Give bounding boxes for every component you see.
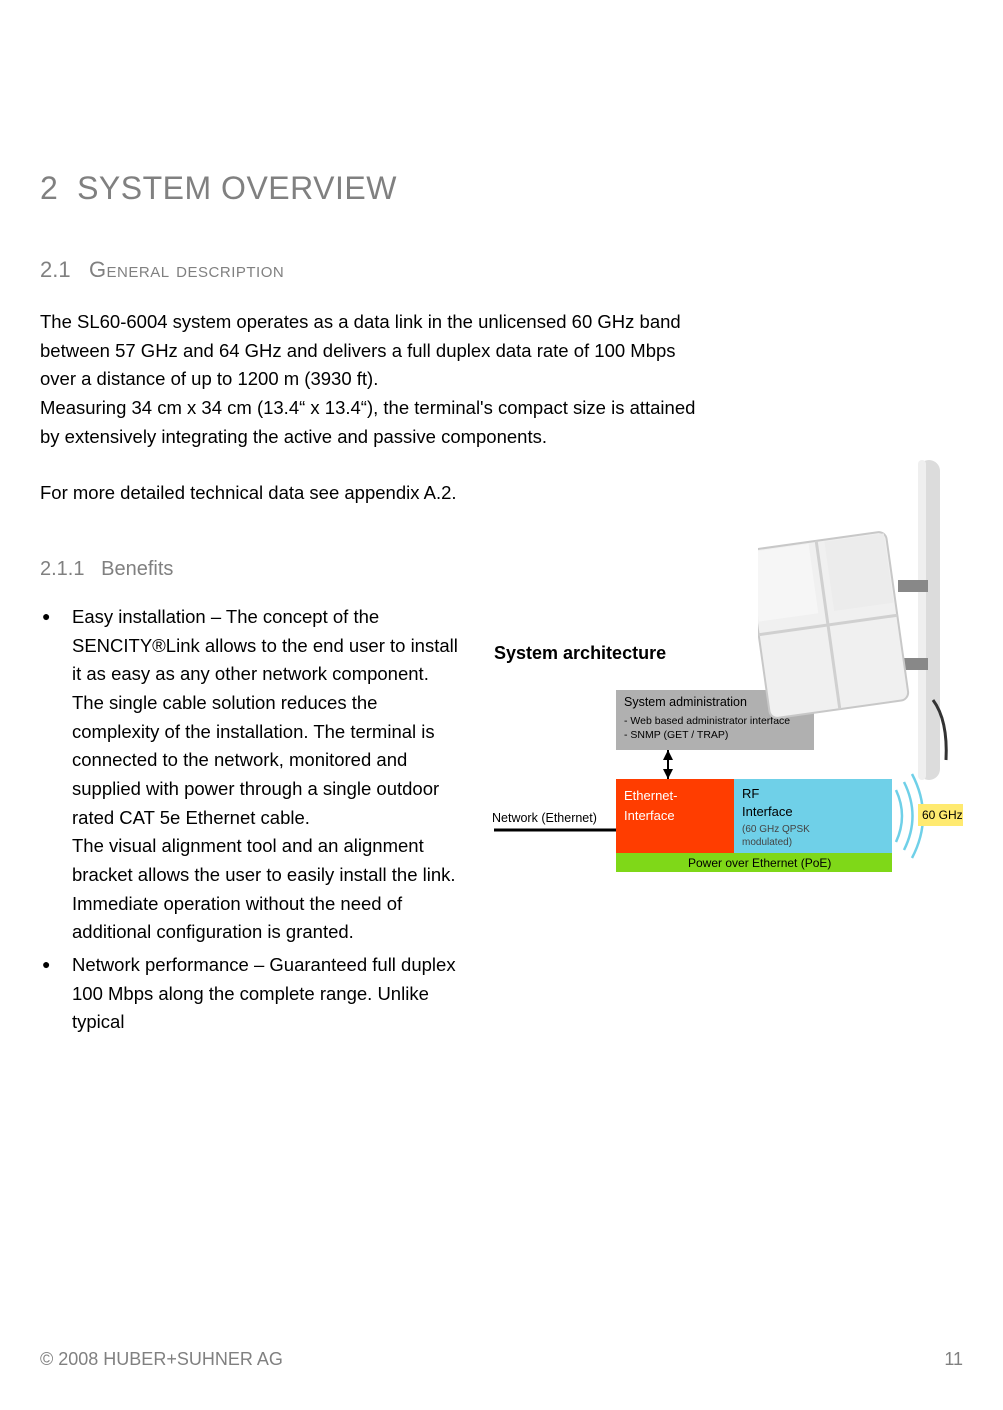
subsection-text: Benefits [101, 558, 173, 580]
arch-rf-title: RF [742, 786, 759, 801]
arch-eth-l1: Ethernet- [624, 788, 677, 803]
benefit-item-1: Easy installation – The concept of the S… [72, 603, 458, 947]
benefit1-p4: Immediate operation without the need of … [72, 890, 458, 947]
arch-admin-l2: - SNMP (GET / TRAP) [624, 729, 728, 741]
benefit1-p3: The visual alignment tool and an alignme… [72, 832, 458, 889]
benefit1-p2: The single cable solution reduces the co… [72, 689, 458, 832]
page-footer: © 2008 HUBER+SUHNER AG 11 [40, 1349, 963, 1370]
intro-p3: For more detailed technical data see app… [40, 479, 700, 508]
chapter-text: SYSTEM OVERVIEW [77, 170, 397, 206]
arch-rf-d2: modulated) [742, 837, 792, 848]
benefits-list: Easy installation – The concept of the S… [40, 603, 458, 1041]
footer-page-number: 11 [944, 1349, 963, 1370]
benefit-item-2: Network performance – Guaranteed full du… [72, 951, 458, 1037]
chapter-number: 2 [40, 170, 58, 206]
section-text: General description [89, 257, 284, 282]
arch-rf-d1: (60 GHz QPSK [742, 824, 810, 835]
arch-admin-title: System administration [624, 695, 747, 709]
arch-eth-l2: Interface [624, 808, 675, 823]
section-title: 2.1 General description [40, 257, 963, 283]
arch-freq-text: 60 GHz [922, 808, 963, 822]
subsection-number: 2.1.1 [40, 558, 84, 580]
benefit2-text: Network performance – Guaranteed full du… [72, 954, 456, 1032]
intro-p2: Measuring 34 cm x 34 cm (13.4“ x 13.4“),… [40, 394, 700, 451]
arch-poe-text: Power over Ethernet (PoE) [688, 856, 831, 870]
intro-p1: The SL60-6004 system operates as a data … [40, 308, 700, 394]
footer-copyright: © 2008 HUBER+SUHNER AG [40, 1349, 283, 1370]
arch-rf-sub: Interface [742, 804, 793, 819]
product-photo [758, 460, 958, 780]
section-number: 2.1 [40, 257, 71, 282]
intro-text: The SL60-6004 system operates as a data … [40, 308, 700, 508]
chapter-title: 2 SYSTEM OVERVIEW [40, 170, 963, 207]
benefit1-lead: Easy installation – The concept of the S… [72, 603, 458, 689]
arch-network-label: Network (Ethernet) [492, 811, 597, 825]
